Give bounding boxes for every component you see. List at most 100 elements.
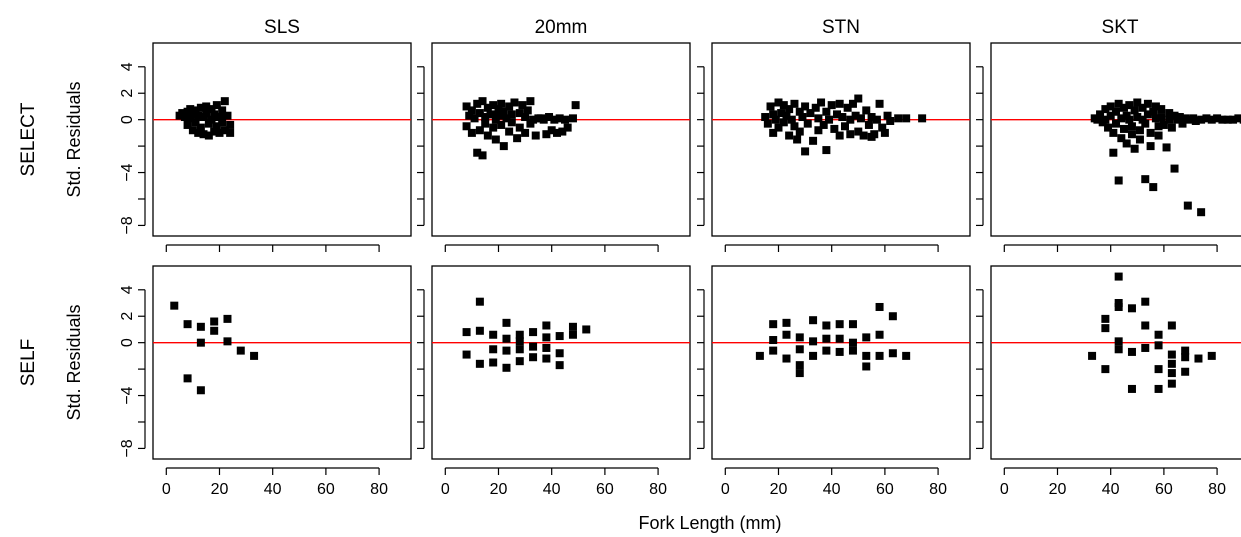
data-point: [761, 113, 770, 122]
data-point: [809, 351, 818, 360]
data-point: [196, 123, 205, 132]
data-point: [568, 322, 577, 331]
data-point: [809, 316, 818, 325]
data-point: [545, 113, 554, 122]
data-point: [1197, 208, 1206, 217]
data-point: [1101, 365, 1110, 374]
x-tick-label: 20: [490, 481, 508, 498]
data-point: [502, 334, 511, 343]
data-point: [1101, 115, 1110, 124]
data-point: [822, 146, 831, 155]
data-point: [1159, 120, 1168, 129]
data-point: [196, 322, 205, 331]
data-point: [843, 103, 852, 112]
y-tick-label: −4: [119, 386, 136, 404]
data-point: [793, 135, 802, 144]
data-point: [218, 106, 227, 115]
data-point: [1207, 351, 1216, 360]
x-tick-label: 60: [596, 481, 614, 498]
y-tick-label: 0: [119, 115, 136, 124]
data-point: [785, 131, 794, 140]
data-point: [888, 312, 897, 321]
data-point: [848, 338, 857, 347]
x-tick-label: 40: [823, 481, 841, 498]
data-point: [529, 342, 538, 351]
data-point: [1109, 148, 1118, 157]
y-tick-label: 4: [119, 285, 136, 294]
data-point: [555, 332, 564, 341]
data-point: [1194, 354, 1203, 363]
data-point: [1149, 107, 1158, 116]
data-point: [558, 127, 567, 136]
data-point: [505, 127, 514, 136]
data-point: [1143, 99, 1152, 108]
data-point: [1112, 107, 1121, 116]
data-point: [755, 351, 764, 360]
y-tick-label: −8: [119, 216, 136, 234]
panel-self-stn: 0 20 40 60 80: [697, 265, 971, 498]
y-tick-label: 4: [119, 62, 136, 71]
x-tick-label: 80: [929, 481, 947, 498]
data-point: [1154, 122, 1163, 131]
data-point: [529, 353, 538, 362]
data-point: [212, 101, 221, 110]
panel-frame: [990, 265, 1241, 460]
data-point: [210, 326, 219, 335]
data-point: [462, 102, 471, 111]
panel-select-20mm: [417, 42, 691, 252]
data-point: [568, 114, 577, 123]
data-point: [1151, 102, 1160, 111]
data-point: [196, 103, 205, 112]
data-point: [787, 115, 796, 124]
data-point: [795, 345, 804, 354]
panel-grid: SLS 20mm STN SKT SELECT SELF −8 −4 0 2 4 Std. Resid…: [18, 17, 1241, 498]
data-point: [822, 334, 831, 343]
data-point: [1162, 143, 1171, 152]
data-point: [526, 97, 535, 106]
x-tick-label: 20: [770, 481, 788, 498]
data-point: [481, 119, 490, 128]
data-point: [191, 106, 200, 115]
data-point: [1133, 113, 1142, 122]
data-point: [550, 115, 559, 124]
x-tick-label: 20: [1049, 481, 1067, 498]
data-point: [830, 124, 839, 133]
data-point: [183, 320, 192, 329]
data-point: [822, 346, 831, 355]
data-point: [1138, 103, 1147, 112]
data-point: [497, 120, 506, 129]
data-point: [1167, 369, 1176, 378]
data-point: [872, 115, 881, 124]
data-point: [1122, 139, 1131, 148]
data-point: [483, 103, 492, 112]
data-point: [880, 128, 889, 137]
data-point: [507, 110, 516, 119]
data-point: [470, 114, 479, 123]
data-point: [1114, 302, 1123, 311]
panel-self-skt: 0 20 40 60 80: [976, 265, 1241, 498]
data-point: [1191, 116, 1200, 125]
data-point: [814, 126, 823, 135]
data-point: [475, 109, 484, 118]
data-point: [1202, 114, 1211, 123]
data-point: [507, 118, 516, 127]
data-point: [769, 346, 778, 355]
panel-select-stn: [697, 42, 971, 252]
data-point: [223, 314, 232, 323]
data-point: [542, 343, 551, 352]
data-point: [560, 115, 569, 124]
data-point: [515, 123, 524, 132]
data-point: [1130, 144, 1139, 153]
data-point: [491, 135, 500, 144]
data-point: [505, 102, 514, 111]
panel-select-skt: [976, 42, 1241, 252]
data-point: [475, 126, 484, 135]
data-point: [1101, 105, 1110, 114]
data-point: [475, 326, 484, 335]
panel-self-20mm: 0 20 40 60 80: [417, 265, 691, 498]
data-point: [835, 99, 844, 108]
x-tick-label: 80: [1208, 481, 1226, 498]
data-point: [795, 361, 804, 370]
data-point: [801, 147, 810, 156]
